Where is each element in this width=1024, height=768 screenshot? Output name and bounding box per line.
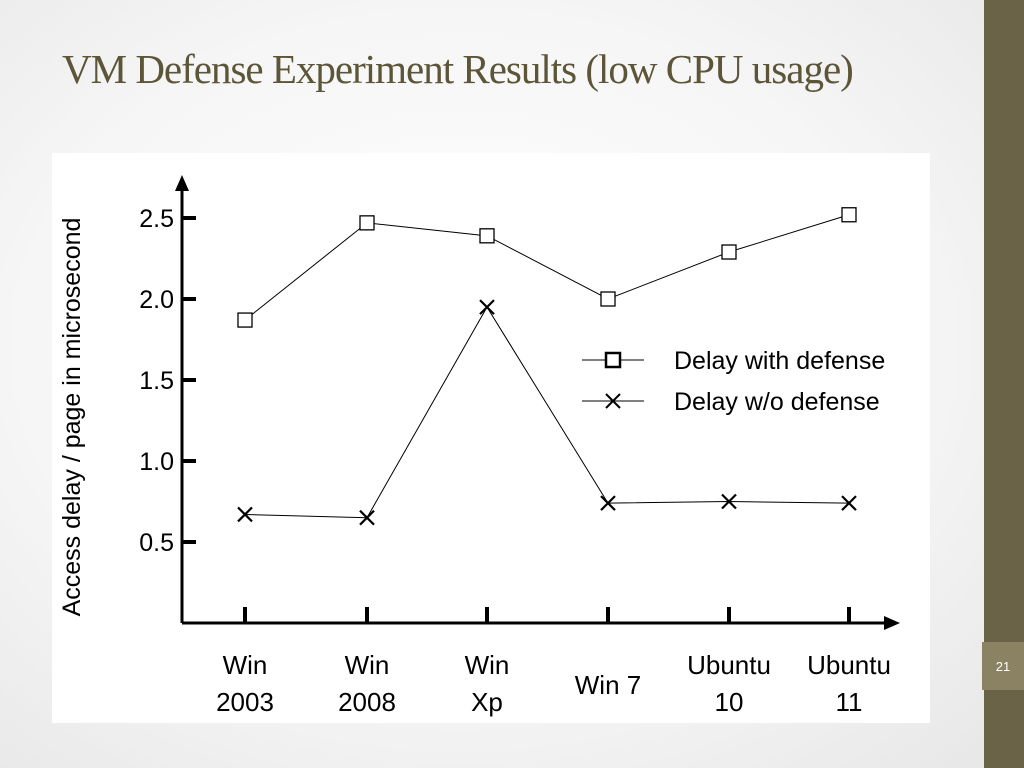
x-tick-label: Win [345,650,390,680]
x-tick-label: Ubuntu [687,650,771,680]
chart-panel: 2.5 2.0 1.5 1.0 0.5 Access delay / page in mi… [52,153,930,723]
page-number: 21 [995,658,1011,674]
data-point-x [359,509,375,526]
side-bar [984,0,1024,768]
x-tick-label: Win 7 [575,670,641,700]
data-point-square [721,244,737,260]
data-point-x [600,495,616,511]
x-axis-arrow [884,616,900,630]
x-tick-label: 2003 [216,687,274,717]
series-line [244,306,850,519]
x-tick-label: Win [465,650,510,680]
y-tick-label: 0.5 [139,529,174,557]
x-tick-label: 10 [715,687,744,717]
data-point-x [237,506,253,523]
y-axis-label: Access delay / page in microsecond [58,218,86,617]
slide-title: VM Defense Experiment Results (low CPU u… [62,46,854,92]
data-point-square [600,291,616,307]
y-tick-label: 2.5 [139,205,174,233]
legend-label: Delay w/o defense [674,388,880,416]
y-axis-arrow [175,175,189,191]
data-point-square [237,312,253,328]
legend-marker-x [605,393,621,409]
data-point-x [479,299,495,315]
y-tick-label: 1.0 [139,448,174,476]
series-line [244,214,850,321]
data-point-square [841,207,857,223]
line-chart: 2.5 2.0 1.5 1.0 0.5 Access delay / page in mi… [58,175,900,717]
legend-label: Delay with defense [674,347,885,375]
legend-marker-square [604,351,622,369]
data-point-x [721,493,737,510]
data-point-square [359,215,375,231]
x-tick-label: 2008 [338,687,396,717]
x-tick-label: Win [223,650,268,680]
data-point-square [479,228,495,244]
data-point-x [841,495,857,511]
x-tick-label: Ubuntu [807,650,891,680]
x-tick-label: Xp [471,687,503,717]
y-tick-label: 2.0 [139,286,174,314]
x-tick-label: 11 [836,687,863,717]
page-number-badge: 21 [982,642,1024,690]
y-tick-label: 1.5 [139,367,174,395]
